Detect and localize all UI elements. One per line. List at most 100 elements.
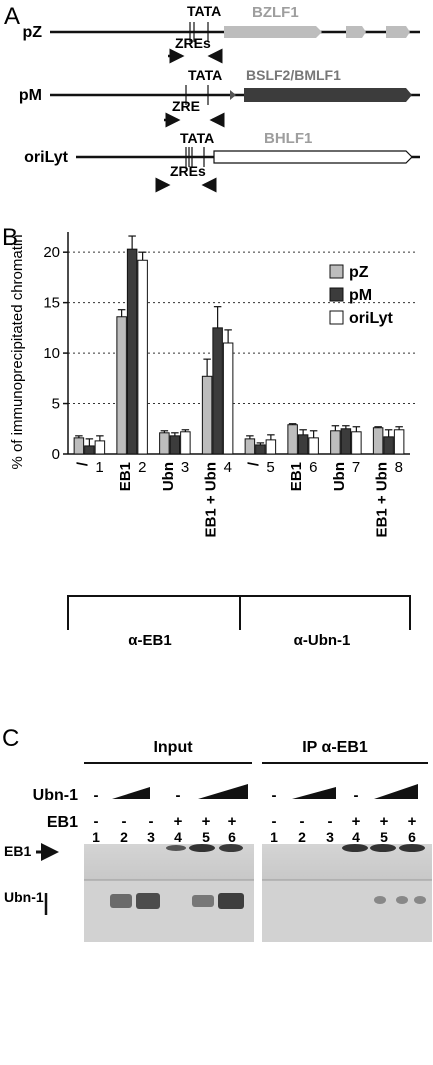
- y-tick-label: 0: [52, 446, 60, 463]
- construct-pz: pZ TATA ZREs BZLF1: [22, 3, 420, 64]
- lane-number: 3: [326, 829, 334, 845]
- panel-c-letter: C: [2, 725, 19, 752]
- bar: [159, 432, 170, 455]
- y-axis-label: % of immunoprecipitated chromatin: [9, 234, 26, 469]
- ubn1-titration-wedge: [292, 787, 336, 799]
- category-number: 2: [138, 459, 146, 476]
- lane-number: 5: [202, 829, 210, 845]
- lane-number: 4: [352, 829, 360, 845]
- gene-box-exon1: [224, 26, 322, 38]
- category-label: EB1 + Ubn: [374, 462, 391, 537]
- category-number: 8: [395, 459, 403, 476]
- chart-legend: pZ pM oriLyt: [329, 264, 394, 327]
- ubn1-sign: -: [176, 787, 181, 804]
- category-label: Ubn: [331, 462, 348, 491]
- eb1-sign: -: [328, 813, 333, 830]
- construct-name: pM: [19, 87, 42, 104]
- eb1-sign: +: [380, 813, 389, 830]
- ubn1-sign: -: [272, 787, 277, 804]
- eb1-sign: +: [408, 813, 417, 830]
- bar: [180, 431, 191, 455]
- bar: [94, 440, 106, 455]
- gene-box-exon3: [386, 26, 410, 38]
- legend-label: oriLyt: [349, 310, 394, 327]
- zre-label: ZREs: [170, 163, 206, 179]
- bar: [287, 424, 298, 455]
- bar: [73, 437, 85, 455]
- category-label: EB1 + Ubn: [203, 462, 220, 537]
- blot-ubn1-label: Ubn-1: [4, 889, 44, 905]
- bar: [297, 434, 309, 455]
- construct-orilyt: oriLyt TATA ZREs BHLF1: [24, 130, 420, 193]
- eb1-band: [399, 844, 425, 852]
- lane-number: 6: [408, 829, 416, 845]
- panel-a: A pZ TATA ZREs BZLF1 pM TATA ZRE: [4, 3, 420, 193]
- bar: [351, 431, 362, 455]
- construct-name: oriLyt: [24, 149, 69, 166]
- ubn1-band: [110, 894, 132, 908]
- ubn1-sign: -: [354, 787, 359, 804]
- ubn1-band-faint: [414, 896, 426, 904]
- gene-box-exon2: [346, 26, 366, 38]
- eb1-sign: -: [272, 813, 277, 830]
- blot-eb1-label: EB1: [4, 843, 31, 859]
- eb1-sign: +: [352, 813, 361, 830]
- bar: [244, 438, 256, 455]
- y-tick-label: 15: [43, 295, 60, 312]
- eb1-sign: -: [300, 813, 305, 830]
- zre-label: ZREs: [175, 35, 211, 51]
- bar: [265, 439, 277, 455]
- ubn1-band: [192, 895, 214, 907]
- lane-number: 1: [270, 829, 278, 845]
- construct-name: pZ: [22, 24, 42, 41]
- panel-b-letter: B: [2, 224, 18, 251]
- gene-box: [244, 88, 412, 102]
- tata-label: TATA: [180, 130, 214, 146]
- gene-label: BSLF2/BMLF1: [246, 67, 341, 83]
- eb1-band: [219, 844, 243, 852]
- bar: [116, 316, 127, 455]
- ip-label: IP α-EB1: [302, 739, 368, 756]
- eb1-band: [189, 844, 215, 852]
- category-label: Ubn: [160, 462, 177, 491]
- eb1-sign: -: [122, 813, 127, 830]
- category-number: 4: [224, 459, 232, 476]
- group-label-ubn1: α-Ubn-1: [294, 632, 351, 649]
- gene-start-marker: [230, 90, 236, 100]
- legend-swatch: [329, 264, 344, 279]
- bar: [212, 327, 223, 455]
- bar: [372, 427, 384, 455]
- lane-number: 3: [147, 829, 155, 845]
- bar: [84, 445, 95, 455]
- category-label: /: [245, 461, 262, 466]
- eb1-sign: -: [94, 813, 99, 830]
- ubn1-titration-wedge: [198, 784, 248, 799]
- gene-label: BZLF1: [252, 4, 299, 21]
- lane-number: 4: [174, 829, 182, 845]
- bar: [340, 428, 352, 455]
- lane-number: 2: [298, 829, 306, 845]
- eb1-sign: +: [202, 813, 211, 830]
- legend-label: pM: [349, 287, 372, 304]
- tata-label: TATA: [187, 3, 221, 19]
- legend-label: pZ: [349, 264, 369, 281]
- bar: [222, 342, 234, 455]
- lane-signs: --1-2-3-+4+5+6--1-2-3-+4+5+6: [92, 787, 417, 845]
- category-label: EB1: [288, 462, 305, 491]
- lane-number: 5: [380, 829, 388, 845]
- legend-swatch: [329, 287, 344, 302]
- ubn1-band: [136, 893, 160, 909]
- panel-c: C Input IP α-EB1 Ubn-1 EB1 --1-2-3-+4+5+…: [2, 725, 432, 942]
- panel-a-letter: A: [4, 3, 20, 30]
- input-label: Input: [153, 739, 193, 756]
- category-number: 5: [266, 459, 274, 476]
- y-tick-label: 10: [43, 345, 60, 362]
- bar: [393, 429, 405, 455]
- category-label: /: [74, 461, 91, 466]
- ubn1-sign: -: [94, 787, 99, 804]
- blot-ubn1-ip: [262, 880, 432, 942]
- category-label: EB1: [117, 462, 134, 491]
- y-tick-label: 5: [52, 396, 60, 413]
- category-number: 7: [352, 459, 360, 476]
